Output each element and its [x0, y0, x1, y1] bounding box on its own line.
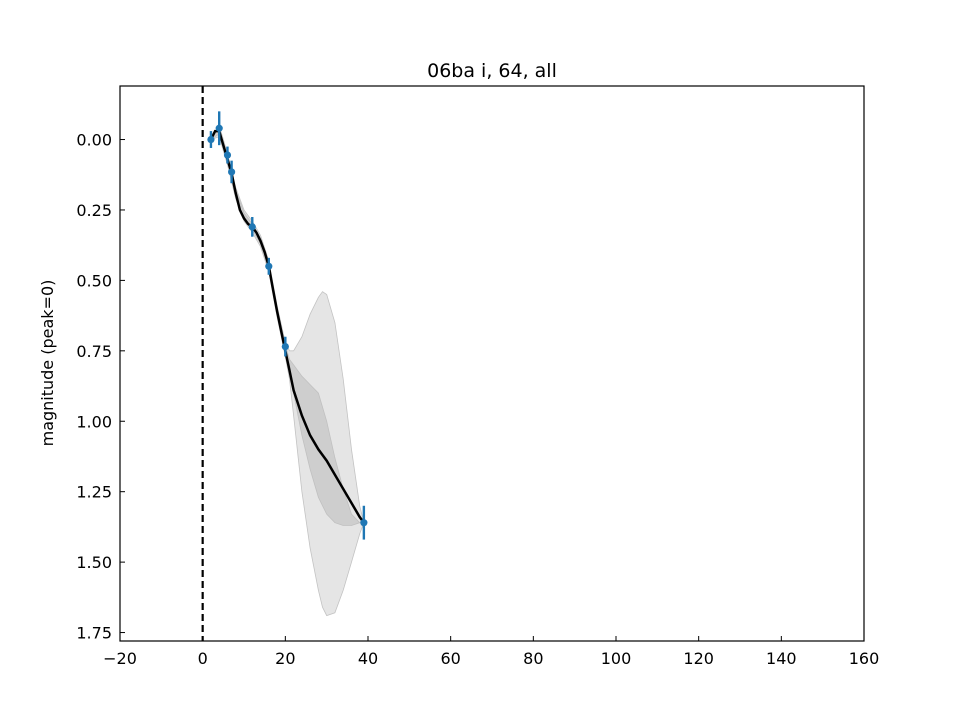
plot-frame	[119, 85, 865, 642]
y-axis-label: magnitude (peak=0)	[38, 280, 57, 447]
x-tick-label: 40	[358, 649, 378, 668]
x-tick-label: 100	[601, 649, 632, 668]
y-tick-label: 1.00	[76, 412, 112, 431]
uncertainty-band-1	[210, 124, 365, 617]
y-tick-label: 0.25	[76, 201, 112, 220]
x-axis: −20 0 20 40 60 80 100 120 140 160	[103, 636, 879, 668]
data-points	[207, 111, 368, 540]
data-point-5	[248, 223, 256, 231]
x-tick-label: 120	[683, 649, 714, 668]
y-tick-label: 0.50	[76, 271, 112, 290]
y-tick-label: 0.00	[76, 131, 112, 150]
x-tick-label: 140	[766, 649, 797, 668]
data-point-2	[215, 124, 223, 132]
data-point-6	[265, 262, 273, 270]
x-tick-label: 60	[440, 649, 460, 668]
chart-title: 06ba i, 64, all	[427, 60, 557, 82]
y-tick-label: 1.50	[76, 553, 112, 572]
y-axis: 0.00 0.25 0.50 0.75 1.00 1.25 1.50 1.75	[76, 131, 125, 643]
data-point-4	[228, 168, 236, 176]
y-tick-label: 1.75	[76, 624, 112, 643]
y-tick-label: 0.75	[76, 342, 112, 361]
data-point-8	[360, 519, 368, 527]
y-tick-label: 1.25	[76, 483, 112, 502]
x-tick-label: 160	[849, 649, 880, 668]
data-point-3	[223, 151, 232, 159]
x-tick-label: 80	[523, 649, 543, 668]
x-tick-label: 0	[198, 649, 208, 668]
uncertainty-bands	[210, 124, 365, 617]
data-point-1	[207, 135, 215, 144]
data-point-7	[281, 342, 289, 351]
x-tick-label: 20	[275, 649, 295, 668]
x-tick-label: −20	[103, 649, 137, 668]
